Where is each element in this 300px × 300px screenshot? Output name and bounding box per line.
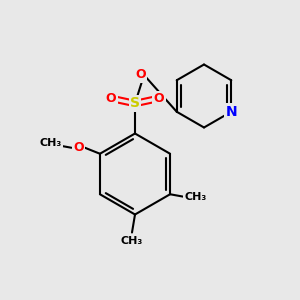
Text: O: O — [154, 92, 164, 106]
Text: CH₃: CH₃ — [39, 138, 62, 148]
Text: O: O — [135, 68, 146, 82]
Text: O: O — [106, 92, 116, 106]
Text: CH₃: CH₃ — [121, 236, 143, 247]
Text: O: O — [73, 141, 84, 154]
Text: CH₃: CH₃ — [184, 192, 207, 202]
Text: N: N — [226, 105, 237, 119]
Text: S: S — [130, 97, 140, 110]
